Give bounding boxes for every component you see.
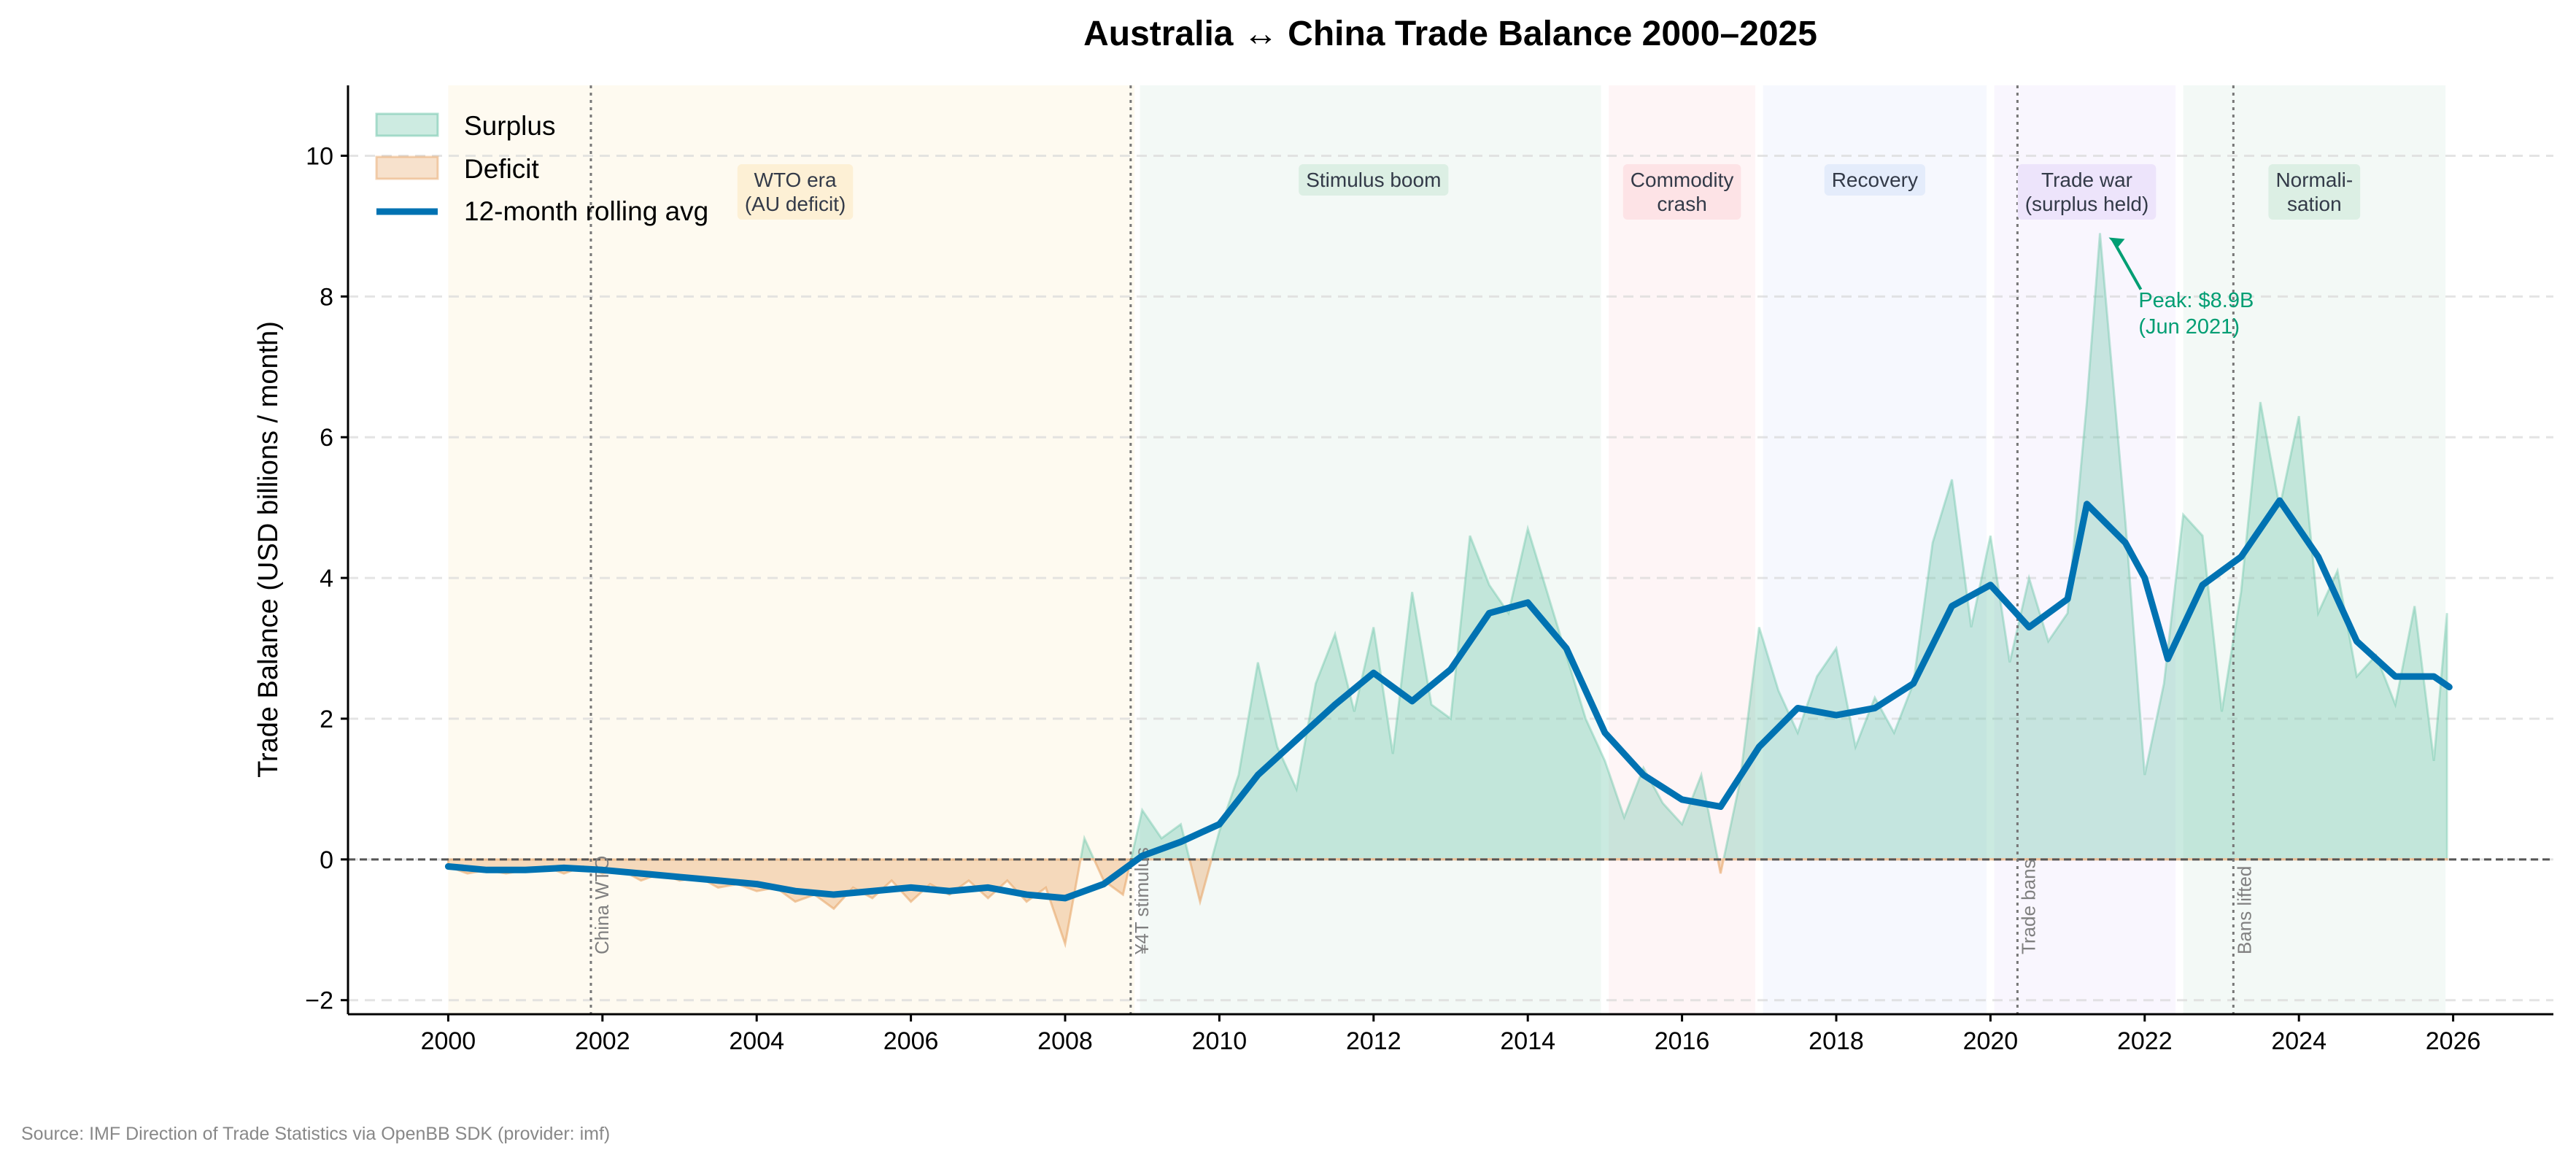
legend-swatch-surplus (375, 112, 439, 137)
period-label-box (737, 164, 854, 220)
period-label-text: Commodity crash (1631, 169, 1734, 215)
period-label-box (2017, 164, 2157, 220)
period-label-line: (AU deficit) (745, 193, 846, 215)
annotation-arrow (2111, 239, 2143, 290)
event-label: Bans lifted (2233, 866, 2255, 954)
event-label: Trade bans (2017, 859, 2039, 954)
y-tick-label: 8 (320, 283, 333, 311)
y-tick-label: 10 (306, 142, 333, 170)
period-label-line: sation (2287, 193, 2342, 215)
y-tick-label: 6 (320, 424, 333, 452)
period-label: Commodity crash (1622, 164, 1741, 220)
period-label-box (2268, 164, 2361, 220)
annotation-text: Peak: $8.9B (2138, 289, 2254, 312)
balance-areas (348, 233, 2553, 949)
legend-swatch-deficit (375, 155, 439, 180)
period-label-line: WTO era (754, 169, 837, 191)
period-label-line: Recovery (1832, 169, 1918, 191)
surplus-area-group (1079, 233, 2448, 858)
source-note: Source: IMF Direction of Trade Statistic… (21, 1124, 610, 1144)
x-tick-label: 2002 (575, 1027, 630, 1055)
y-tick-label: 2 (320, 706, 333, 733)
legend-label-surplus: Surplus (464, 111, 555, 141)
x-tick-label: 2012 (1346, 1027, 1401, 1055)
x-tick-label: 2006 (883, 1027, 939, 1055)
x-tick-label: 2004 (729, 1027, 784, 1055)
legend-label-rolling: 12-month rolling avg (464, 196, 708, 226)
legend-label-deficit: Deficit (464, 154, 540, 184)
y-axis-label: Trade Balance (USD billions / month) (253, 321, 284, 778)
period-label-line: Stimulus boom (1306, 169, 1441, 191)
y-tick-label: 4 (320, 565, 333, 592)
x-tick-label: 2010 (1192, 1027, 1248, 1055)
arrow-head-icon (2108, 237, 2125, 248)
period-label-box (1824, 164, 1925, 196)
y-tick-label: −2 (305, 987, 333, 1015)
x-tick-label: 2022 (2117, 1027, 2173, 1055)
period-label-line: Commodity (1631, 169, 1734, 191)
chart-title: Australia ↔ China Trade Balance 2000–202… (1083, 15, 1817, 53)
surplus-area (1079, 233, 2448, 858)
period-labels: WTO era (AU deficit) Stimulus boom Commodit… (737, 164, 2361, 220)
period-label-line: (surplus held) (2025, 193, 2149, 215)
period-label-text: Stimulus boom (1306, 169, 1441, 191)
x-tick-label: 2026 (2426, 1027, 2481, 1055)
x-tick-label: 2024 (2271, 1027, 2326, 1055)
period-label-line: crash (1657, 193, 1706, 215)
period-label-text: WTO era (AU deficit) (745, 169, 846, 215)
x-tick-label: 2016 (1655, 1027, 1710, 1055)
period-label-text: Recovery (1832, 169, 1918, 191)
period-label: Recovery (1824, 164, 1925, 196)
period-label-line: Normali- (2275, 169, 2353, 191)
x-tick-label: 2014 (1500, 1027, 1555, 1055)
period-label-text: Normali-sation (2275, 169, 2353, 215)
axes: 2000 2002 2004 2006 2008 2010 2012 2014 2016 2018… (305, 85, 2553, 1055)
period-label-box (1299, 164, 1449, 196)
x-tick-label: 2018 (1809, 1027, 1864, 1055)
rolling-average-layer (444, 497, 2453, 902)
legend: Surplus Deficit 12-month rolling avg (375, 111, 708, 226)
x-tick-label: 2000 (421, 1027, 476, 1055)
peak-annotation: Peak: $8.9B (Jun 2021) (2108, 237, 2254, 339)
period-label-line: Trade war (2041, 169, 2132, 191)
y-tick-label: 0 (320, 846, 333, 874)
x-tick-label: 2020 (1963, 1027, 2019, 1055)
period-label: Normali-sation (2268, 164, 2361, 220)
annotation-text: (Jun 2021) (2138, 315, 2240, 339)
period-band (1609, 85, 1756, 1014)
period-label: Trade war (surplus held) (2017, 164, 2157, 220)
period-label-box (1622, 164, 1741, 220)
period-label: WTO era (AU deficit) (737, 164, 854, 220)
x-tick-label: 2008 (1037, 1027, 1093, 1055)
rolling-average-line (444, 497, 2453, 902)
period-label: Stimulus boom (1299, 164, 1449, 196)
period-label-text: Trade war (surplus held) (2025, 169, 2149, 215)
